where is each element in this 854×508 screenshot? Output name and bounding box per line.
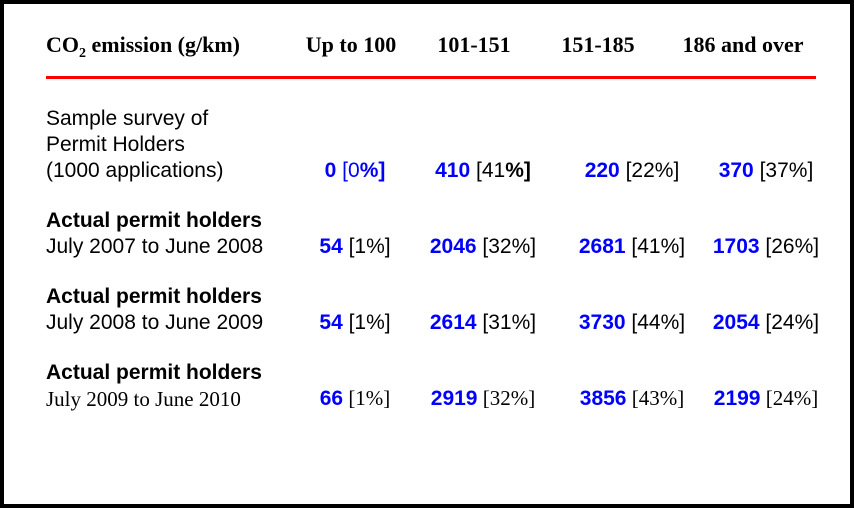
value-number: [0 — [336, 159, 360, 182]
row-label-line: July 2009 to June 2010 — [46, 387, 241, 411]
value-percentage: [32%] — [476, 235, 537, 258]
value-number: 3730 — [578, 311, 626, 334]
value-cell: 2681 [41%] — [560, 234, 704, 260]
value-percentage: [26%] — [759, 235, 820, 258]
value-number: 2681 — [578, 235, 626, 258]
value-number: 2054 — [712, 311, 760, 334]
value-number: 66 — [319, 387, 344, 410]
value-number: 1703 — [712, 235, 760, 258]
value-cell: 0 [0%] — [288, 158, 422, 184]
value-cell: 370 [37%] — [700, 158, 832, 184]
value-percentage: [43%] — [626, 386, 685, 410]
value-number: 2046 — [429, 235, 477, 258]
header-row: CO2 emission (g/km) Up to 100 101-151 15… — [46, 30, 824, 61]
value-number: 410 — [435, 159, 471, 182]
header-co2-pre: CO — [46, 32, 79, 57]
value-percentage: [1%] — [342, 235, 391, 258]
value-cell: 1703 [26%] — [700, 234, 832, 260]
value-percentage: [37%] — [753, 159, 814, 182]
row-label: Actual permit holders July 2009 to June 2… — [46, 360, 284, 412]
row-label-line: Permit Holders — [46, 133, 185, 156]
value-number: 0 — [324, 159, 337, 182]
table-row: Sample survey of Permit Holders (1000 appl… — [46, 106, 824, 184]
header-co2-emission: CO2 emission (g/km) — [46, 30, 284, 61]
value-percentage: [31%] — [476, 311, 537, 334]
table-body: Sample survey of Permit Holders (1000 appl… — [46, 106, 824, 412]
value-percentage: [41%] — [625, 235, 686, 258]
value-number: 54 — [319, 235, 343, 258]
table-sheet: CO2 emission (g/km) Up to 100 101-151 15… — [4, 4, 850, 412]
value-percentage: [22%] — [619, 159, 680, 182]
value-cell: 54 [1%] — [288, 234, 422, 260]
value-cell: 2054 [24%] — [700, 310, 832, 336]
value-number: %] — [359, 159, 386, 182]
row-label-line: July 2008 to June 2009 — [46, 311, 264, 334]
value-percentage: [1%] — [343, 386, 391, 410]
row-label: Actual permit holders July 2008 to June 2… — [46, 284, 284, 336]
row-label-line: (1000 applications) — [46, 159, 224, 182]
value-cell: 2046 [32%] — [418, 234, 548, 260]
row-label-line: Sample survey of — [46, 107, 209, 130]
column-header-151-185: 151-185 — [561, 32, 635, 57]
value-cell: 2614 [31%] — [418, 310, 548, 336]
row-label: Sample survey of Permit Holders (1000 appl… — [46, 106, 284, 184]
value-cell: 66 [1%] — [288, 385, 422, 412]
value-cell: 2919 [32%] — [418, 385, 548, 412]
value-percentage: [32%] — [477, 386, 536, 410]
header-co2-subscript: 2 — [79, 46, 86, 61]
value-percentage: %] — [505, 159, 531, 182]
value-percentage: [24%] — [759, 311, 820, 334]
row-label: Actual permit holders July 2007 to June 2… — [46, 208, 284, 260]
row-label-line: July 2007 to June 2008 — [46, 235, 264, 258]
column-header-101-151: 101-151 — [437, 32, 511, 57]
column-header-up-to-100: Up to 100 — [305, 32, 397, 57]
value-percentage: [24%] — [760, 386, 819, 410]
red-divider-rule — [46, 76, 816, 79]
value-percentage: [41 — [470, 159, 506, 182]
value-number: 2919 — [430, 387, 478, 410]
value-number: 54 — [319, 311, 343, 334]
value-number: 2614 — [429, 311, 477, 334]
value-cell: 2199 [24%] — [700, 385, 832, 412]
table-row: Actual permit holders July 2008 to June 2… — [46, 284, 824, 336]
value-cell: 410 [41%] — [418, 158, 548, 184]
value-number: 370 — [718, 159, 754, 182]
row-label-line: Actual permit holders — [46, 209, 262, 232]
row-label-line: Actual permit holders — [46, 361, 262, 384]
column-header-186-and-over: 186 and over — [682, 32, 804, 57]
value-cell: 3730 [44%] — [560, 310, 704, 336]
value-cell: 220 [22%] — [560, 158, 704, 184]
row-label-line: Actual permit holders — [46, 285, 262, 308]
value-cell: 3856 [43%] — [560, 385, 704, 412]
value-cell: 54 [1%] — [288, 310, 422, 336]
header-co2-post: emission (g/km) — [86, 32, 241, 57]
value-number: 3856 — [579, 387, 627, 410]
value-percentage: [44%] — [625, 311, 686, 334]
value-percentage: [1%] — [342, 311, 391, 334]
table-row: Actual permit holders July 2007 to June 2… — [46, 208, 824, 260]
table-row: Actual permit holders July 2009 to June 2… — [46, 360, 824, 412]
value-number: 2199 — [713, 387, 761, 410]
value-number: 220 — [584, 159, 620, 182]
